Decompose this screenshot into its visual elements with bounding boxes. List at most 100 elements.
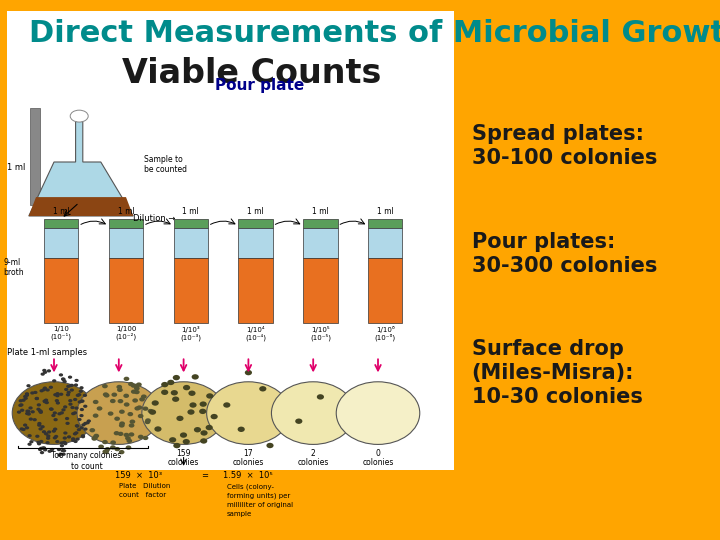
Circle shape [50, 408, 54, 411]
Text: 1 ml: 1 ml [182, 207, 199, 216]
Circle shape [183, 385, 190, 390]
Text: sample: sample [227, 511, 252, 517]
Circle shape [176, 416, 184, 421]
Circle shape [24, 392, 29, 395]
Circle shape [38, 448, 42, 451]
Text: 159  ×  10³: 159 × 10³ [115, 471, 162, 480]
Circle shape [194, 427, 201, 433]
Circle shape [66, 384, 71, 388]
Circle shape [98, 444, 104, 449]
Circle shape [131, 389, 137, 394]
Circle shape [27, 410, 31, 413]
Circle shape [172, 396, 179, 402]
Text: 1 ml: 1 ml [53, 207, 70, 216]
Circle shape [108, 411, 114, 416]
Circle shape [79, 414, 84, 417]
Circle shape [91, 436, 97, 441]
Circle shape [71, 406, 75, 409]
Circle shape [139, 397, 145, 402]
Circle shape [92, 435, 98, 440]
Circle shape [66, 393, 70, 396]
Text: =: = [202, 471, 209, 480]
Circle shape [61, 378, 66, 381]
Circle shape [86, 421, 90, 424]
Circle shape [55, 394, 60, 397]
Text: Plate 1-ml samples: Plate 1-ml samples [7, 348, 87, 357]
Circle shape [27, 443, 32, 446]
Circle shape [89, 428, 95, 433]
Circle shape [23, 423, 27, 427]
Circle shape [124, 377, 130, 381]
Text: 0
colonies: 0 colonies [362, 449, 394, 468]
Circle shape [48, 450, 52, 453]
Circle shape [60, 441, 64, 444]
Polygon shape [238, 219, 273, 228]
Circle shape [73, 398, 77, 401]
Text: 9-ml
broth: 9-ml broth [4, 258, 24, 277]
Circle shape [73, 440, 78, 443]
Circle shape [81, 423, 86, 427]
Circle shape [60, 444, 64, 447]
Text: 1 ml: 1 ml [247, 207, 264, 216]
Circle shape [40, 373, 45, 376]
Circle shape [74, 379, 78, 382]
Circle shape [238, 427, 245, 432]
Circle shape [54, 435, 58, 438]
Circle shape [36, 408, 40, 411]
Circle shape [53, 428, 58, 431]
Circle shape [25, 412, 30, 415]
Circle shape [171, 390, 178, 395]
Circle shape [119, 450, 125, 454]
Circle shape [80, 408, 84, 411]
Polygon shape [29, 197, 133, 216]
Text: 1/10
(10⁻¹): 1/10 (10⁻¹) [50, 326, 72, 340]
Circle shape [83, 404, 87, 408]
Text: Sample to
be counted: Sample to be counted [144, 155, 187, 174]
Circle shape [40, 425, 45, 428]
Circle shape [189, 390, 196, 396]
Circle shape [61, 377, 66, 381]
Circle shape [207, 382, 290, 444]
Circle shape [39, 411, 43, 414]
Polygon shape [238, 258, 273, 323]
Circle shape [73, 411, 77, 415]
Circle shape [51, 414, 55, 417]
Circle shape [125, 446, 131, 450]
Circle shape [75, 424, 79, 428]
Circle shape [133, 384, 139, 388]
Text: milliliter of original: milliliter of original [227, 502, 293, 508]
Circle shape [63, 442, 68, 445]
Circle shape [71, 412, 76, 415]
Circle shape [42, 430, 46, 434]
Circle shape [42, 446, 46, 449]
Circle shape [42, 388, 46, 392]
Circle shape [127, 412, 133, 416]
Circle shape [86, 420, 91, 423]
Circle shape [77, 393, 81, 396]
Ellipse shape [71, 110, 89, 122]
Circle shape [20, 409, 24, 412]
Circle shape [132, 399, 138, 403]
Circle shape [317, 394, 324, 400]
Circle shape [135, 406, 140, 410]
Circle shape [23, 395, 27, 398]
Circle shape [37, 403, 41, 407]
Circle shape [80, 400, 84, 403]
Circle shape [73, 432, 77, 435]
Circle shape [58, 412, 62, 415]
Circle shape [138, 435, 143, 439]
Circle shape [148, 409, 153, 413]
Circle shape [59, 373, 63, 376]
Circle shape [47, 430, 51, 434]
Circle shape [61, 408, 66, 411]
Circle shape [149, 409, 156, 415]
Circle shape [43, 370, 48, 374]
Polygon shape [109, 258, 143, 323]
Circle shape [187, 409, 194, 415]
Circle shape [42, 369, 47, 372]
Circle shape [53, 418, 58, 421]
Circle shape [50, 448, 54, 451]
Text: 1/10⁶
(10⁻⁶): 1/10⁶ (10⁻⁶) [374, 326, 396, 341]
Text: 2
colonies: 2 colonies [297, 449, 329, 468]
Circle shape [42, 387, 47, 390]
